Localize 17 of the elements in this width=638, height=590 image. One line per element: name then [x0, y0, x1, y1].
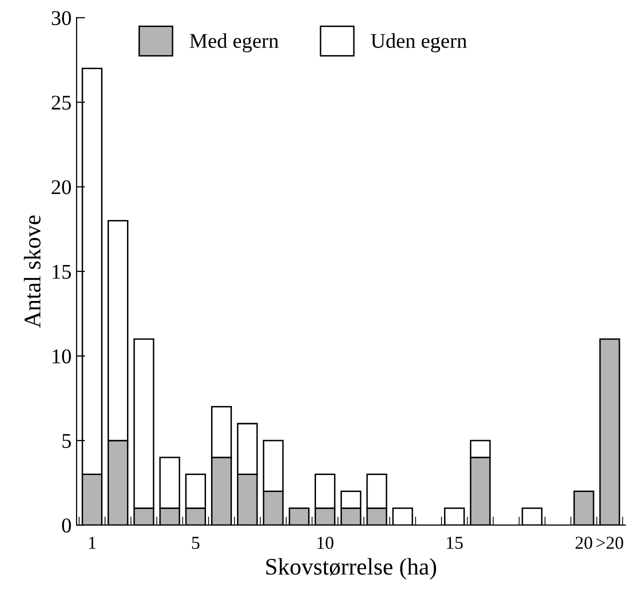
y-tick-label: 10 — [52, 349, 71, 364]
x-tick-label: >20 — [596, 536, 624, 549]
y-tick-label: 0 — [62, 518, 71, 533]
y-tick-label: 5 — [62, 434, 71, 448]
legend-label: Med egern — [190, 33, 279, 52]
x-axis-title: Skovstørrelse (ha) — [266, 558, 436, 580]
y-axis-title: Antal skove — [24, 215, 41, 328]
x-tick-label: 20 — [576, 536, 592, 549]
legend-label: Uden egern — [370, 33, 467, 52]
y-tick-label: 25 — [52, 96, 71, 110]
x-tick-label: 15 — [446, 536, 463, 549]
y-tick-label: 30 — [52, 11, 71, 26]
x-tick-label: 1 — [89, 536, 96, 549]
x-tick-label: 5 — [192, 536, 200, 549]
y-tick-label: 15 — [52, 264, 71, 279]
y-tick-label: 20 — [52, 180, 71, 194]
x-tick-label: 10 — [318, 536, 334, 549]
